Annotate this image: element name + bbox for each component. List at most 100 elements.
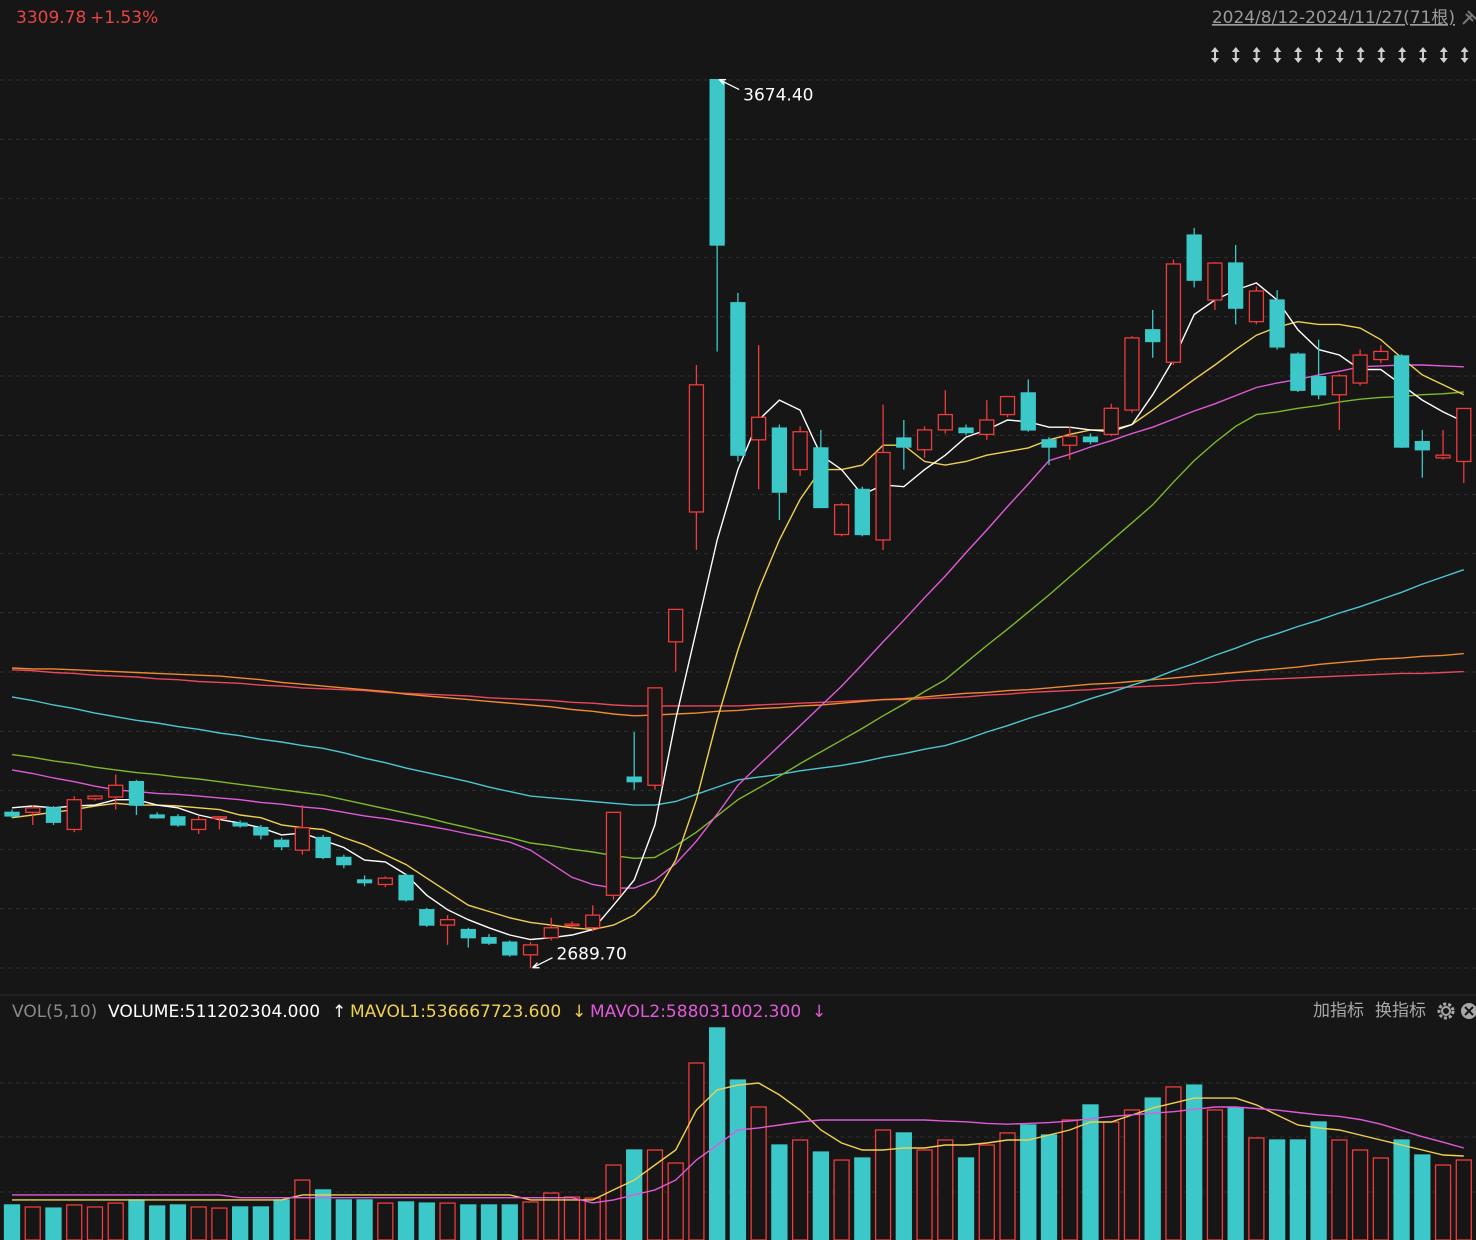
volume-bar xyxy=(1331,1139,1348,1240)
volume-bar xyxy=(377,1202,394,1240)
scroll-arrow-icon[interactable] xyxy=(1315,47,1323,63)
moving-average-line xyxy=(11,391,1464,860)
candle-body xyxy=(958,427,974,434)
volume-bar xyxy=(937,1139,954,1240)
volume-bar xyxy=(1434,1164,1452,1240)
candle-body xyxy=(813,447,829,509)
candle-body xyxy=(1290,353,1306,391)
candle-body xyxy=(688,384,705,513)
candle-body xyxy=(1020,392,1036,431)
scroll-arrow-icon[interactable] xyxy=(1231,47,1240,63)
add-indicator-button[interactable]: 加指标 xyxy=(1313,1001,1364,1021)
volume-bar xyxy=(480,1204,498,1240)
volume-legend-text: ↓ xyxy=(812,1002,826,1022)
volume-bar xyxy=(66,1204,83,1240)
candle-body xyxy=(999,395,1016,416)
min-arrow xyxy=(532,957,553,969)
volume-bar xyxy=(294,1179,311,1240)
volume-bar xyxy=(460,1204,477,1240)
candle-body xyxy=(87,795,103,800)
scroll-arrow-icon[interactable] xyxy=(1377,47,1386,63)
candle-body xyxy=(771,427,788,493)
volume-bar xyxy=(1165,1086,1182,1240)
candle-body xyxy=(1393,355,1410,448)
max-arrow xyxy=(718,78,740,91)
candle-body xyxy=(419,909,435,926)
settings-icon[interactable] xyxy=(1437,1002,1455,1020)
candle-body xyxy=(522,944,539,956)
close-cross xyxy=(1464,1006,1474,1016)
volume-bar xyxy=(791,1139,809,1240)
volume-bar xyxy=(1372,1157,1389,1240)
volume-legend-text: MAVOL2:588031002.300 xyxy=(590,1002,801,1022)
candle-body xyxy=(149,814,165,819)
volume-average-line xyxy=(12,1082,1464,1201)
candle-body xyxy=(916,429,933,451)
moving-average-line xyxy=(11,652,1464,717)
candle-body xyxy=(232,822,248,827)
candle-body xyxy=(1310,376,1327,396)
volume-bar xyxy=(149,1205,166,1240)
candle-body xyxy=(875,451,891,541)
moving-average-line xyxy=(11,320,1465,931)
candle-body xyxy=(1186,234,1202,281)
scroll-arrow-icon[interactable] xyxy=(1211,47,1219,63)
volume-bar xyxy=(1227,1107,1244,1240)
volume-bar xyxy=(252,1206,270,1240)
scroll-arrow-icon[interactable] xyxy=(1460,47,1469,63)
volume-bar xyxy=(273,1199,290,1240)
gear-teeth xyxy=(1437,1002,1455,1020)
volume-legend-text: ↑ xyxy=(332,1002,346,1022)
volume-bar xyxy=(1061,1119,1078,1240)
candle-body xyxy=(605,811,622,896)
candle-body xyxy=(377,877,393,886)
scroll-arrow-icon[interactable] xyxy=(1356,47,1365,63)
moving-average-line xyxy=(11,364,1464,889)
scroll-arrow-icon[interactable] xyxy=(1273,47,1282,63)
volume-bar xyxy=(231,1206,249,1240)
volume-bar xyxy=(3,1204,21,1240)
switch-indicator-button[interactable]: 换指标 xyxy=(1375,1001,1426,1021)
candle-body xyxy=(170,816,186,826)
candle-body xyxy=(502,941,518,956)
candle-body xyxy=(336,856,352,866)
close-icon[interactable] xyxy=(1461,1003,1476,1019)
candle-body xyxy=(564,923,580,927)
volume-bar xyxy=(916,1149,933,1240)
scroll-arrow-icon[interactable] xyxy=(1419,47,1427,63)
candle-body xyxy=(45,807,62,823)
candle-body xyxy=(1165,263,1182,363)
candle-body xyxy=(253,827,269,836)
scroll-arrow-icon[interactable] xyxy=(1335,47,1344,63)
volume-bar xyxy=(771,1144,788,1240)
volume-bar xyxy=(1020,1124,1037,1240)
scroll-arrow-icon[interactable] xyxy=(1439,47,1448,63)
last-price: 3309.78 xyxy=(16,8,86,28)
candle-body xyxy=(1352,354,1368,384)
change-percent: +1.53% xyxy=(90,8,158,28)
candle-body xyxy=(1228,262,1244,309)
volume-bar xyxy=(1144,1097,1161,1240)
candle-body xyxy=(1373,350,1389,361)
volume-bar xyxy=(169,1204,187,1240)
volume-bar xyxy=(1393,1139,1410,1240)
scroll-arrow-icon[interactable] xyxy=(1398,47,1407,63)
scroll-arrow-icon[interactable] xyxy=(1294,47,1303,63)
candle-body xyxy=(626,776,642,783)
moving-average-line xyxy=(11,569,1465,806)
candle-body xyxy=(668,608,684,643)
date-range[interactable]: 2024/8/12-2024/11/27(71根) xyxy=(1212,8,1455,28)
candle-body xyxy=(1207,262,1223,301)
candle-body xyxy=(854,488,870,536)
candle-body xyxy=(1145,329,1161,343)
scroll-arrow-icon[interactable] xyxy=(1252,47,1261,63)
volume-bar xyxy=(356,1199,373,1240)
volume-bar xyxy=(45,1207,62,1240)
pin-icon[interactable] xyxy=(1462,10,1476,25)
volume-bar xyxy=(128,1199,145,1240)
volume-average-line xyxy=(12,1106,1464,1204)
volume-bar xyxy=(1082,1104,1099,1240)
volume-bar xyxy=(688,1062,705,1240)
volume-bar xyxy=(314,1189,332,1240)
